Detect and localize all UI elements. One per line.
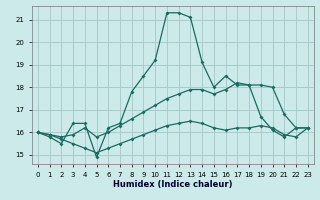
X-axis label: Humidex (Indice chaleur): Humidex (Indice chaleur) [113, 180, 233, 189]
